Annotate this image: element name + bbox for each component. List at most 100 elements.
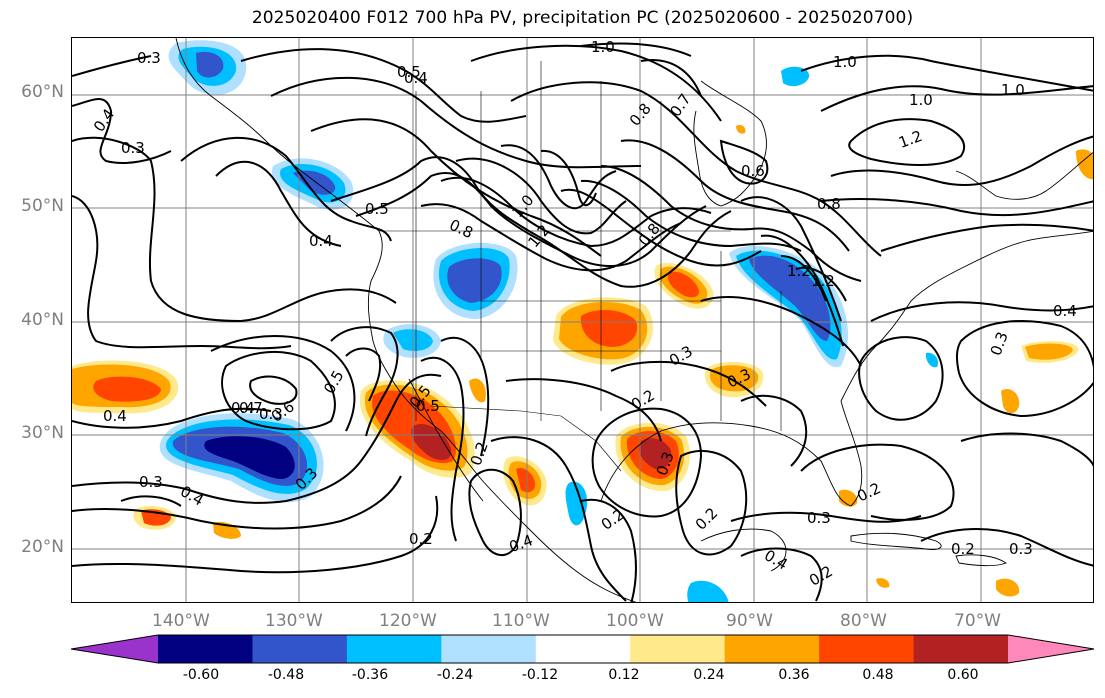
lat-label-50: 50°N [21, 196, 64, 216]
contour-label: 0.8 [447, 216, 476, 242]
contour-label: 0.3 [139, 473, 163, 491]
pv-contour [675, 450, 748, 556]
colorbar-tick-label: 0.12 [608, 667, 640, 683]
pv-contour [955, 320, 1093, 418]
colorbar-swatch [441, 635, 537, 663]
pv-contour [820, 85, 1093, 112]
contour-label: 0.3 [807, 509, 831, 527]
coastline-hispaniola [955, 554, 1007, 567]
pv-contour [72, 136, 397, 323]
contour-label: 0.6 [741, 162, 765, 180]
colorbar-swatch [913, 635, 1009, 663]
pv-contour [215, 160, 342, 247]
contour-label: 0.5 [365, 200, 389, 218]
lon-label-120w: 120°W [379, 611, 437, 631]
pv-contour [420, 356, 465, 542]
pv-contour [72, 407, 272, 429]
colorbar-swatch [630, 635, 726, 663]
coastline-yucatan [700, 528, 787, 572]
contour-label: 0.2 [409, 530, 433, 548]
colorbar-tick-label: -0.24 [436, 667, 474, 683]
contour-label: 0.4 [1053, 302, 1077, 320]
map-panel: 0.3 0.4 0.5 0.4 1.0 0.3 0.4 0.5 0.8 0.7 … [71, 37, 1094, 603]
colorbar-tick-label: 0.24 [693, 667, 725, 683]
contour-label: 1.2 [524, 221, 553, 251]
pv-contours [72, 42, 1093, 602]
contour-label: 1.2 [787, 262, 811, 280]
lat-label-60: 60°N [21, 82, 64, 102]
map-title: 2025020400 F012 700 hPa PV, precipitatio… [251, 8, 914, 28]
coastline-gulf [600, 400, 863, 507]
lon-label-110w: 110°W [492, 611, 550, 631]
coastline-canada-east [955, 152, 1093, 200]
pv-contour [330, 326, 399, 437]
pv-contour [440, 336, 490, 457]
colorbar-tick-label: -0.60 [182, 667, 220, 683]
pv-contour [505, 378, 662, 442]
pv-contour [800, 443, 955, 521]
pv-contour [780, 255, 827, 302]
pv-contour [345, 347, 382, 402]
shade-positive [1076, 149, 1093, 180]
contour-label: 0.5 [416, 397, 440, 415]
pv-contour [800, 54, 1093, 92]
colorbar-tick-label: -0.12 [521, 667, 559, 683]
colorbar-swatch [535, 635, 631, 663]
pv-contour [870, 301, 1093, 322]
lat-label-30: 30°N [21, 423, 64, 443]
contour-label: 0.3 [987, 329, 1012, 358]
state-border [415, 231, 782, 431]
colorbar-outline [70, 634, 1095, 664]
shade-positive [1025, 343, 1073, 360]
pv-contour [600, 165, 862, 282]
contour-label: 1.0 [833, 53, 857, 71]
pv-contour [490, 436, 627, 602]
pv-contour [440, 176, 712, 248]
lon-label-70w: 70°W [954, 611, 1001, 631]
contour-label: 0.4 [404, 69, 428, 87]
pv-contour [795, 266, 847, 302]
contour-label: 0.4 [231, 399, 255, 417]
pv-contour [830, 135, 1093, 187]
lon-label-90w: 90°W [726, 611, 773, 631]
contour-label: 0.2 [854, 479, 883, 505]
colorbar-swatch [724, 635, 820, 663]
pv-contour [72, 495, 439, 574]
colorbar-tick-label: 0.48 [862, 667, 894, 683]
colorbar-segments [71, 635, 1094, 663]
pv-contour [820, 198, 1093, 217]
pv-contour [848, 118, 966, 166]
lat-label-20: 20°N [21, 537, 64, 557]
coastlines [175, 38, 1093, 602]
pv-contour [920, 528, 1093, 567]
contour-label: 1.0 [1001, 81, 1025, 99]
contour-label: 0.7 [239, 399, 263, 417]
contour-label: 0.3 [121, 139, 145, 157]
shade-negative [196, 51, 224, 78]
pv-contour [330, 156, 732, 288]
lon-label-80w: 80°W [840, 611, 887, 631]
pv-contour [700, 295, 862, 367]
pv-contour [470, 44, 722, 122]
contour-label: 0.2 [692, 504, 722, 534]
shade-negative [687, 580, 729, 602]
pv-contour [72, 55, 152, 77]
contour-label: 0.4 [309, 232, 333, 250]
shade-positive [839, 489, 858, 507]
shade-positive [996, 578, 1020, 597]
pv-contour [740, 394, 808, 467]
colorbar [70, 634, 1095, 664]
pv-contour [560, 188, 762, 267]
coastline-east-us [840, 230, 1093, 402]
contour-label: 0.5 [320, 367, 348, 397]
pv-contour [730, 511, 922, 523]
pv-contour [221, 350, 336, 431]
lon-label-140w: 140°W [152, 611, 210, 631]
contour-label: 0.2 [951, 540, 975, 558]
pv-contour [210, 335, 356, 432]
shade-positive [580, 309, 638, 347]
pv-contour [960, 432, 1093, 467]
contour-label: 1.0 [909, 91, 933, 109]
shade-positive [736, 124, 746, 134]
pv-contour [249, 375, 298, 405]
